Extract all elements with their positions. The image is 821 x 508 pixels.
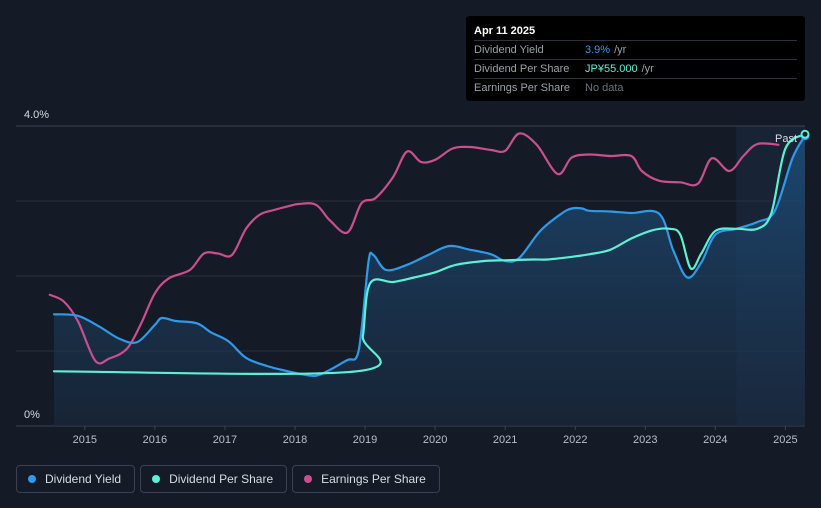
x-tick-label: 2020 xyxy=(423,434,447,446)
x-tick-label: 2024 xyxy=(703,434,727,446)
dividend-yield-area xyxy=(54,135,805,427)
tooltip-row-dividend-per-share: Dividend Per Share JP¥55.000 /yr xyxy=(474,59,797,78)
x-tick-label: 2021 xyxy=(493,434,517,446)
dividend-per-share-line xyxy=(52,133,807,375)
tooltip-unit: /yr xyxy=(641,63,654,75)
x-tick-label: 2015 xyxy=(73,434,97,446)
x-tick-label: 2019 xyxy=(353,434,377,446)
tooltip-label: Dividend Yield xyxy=(474,44,544,56)
legend-label: Dividend Per Share xyxy=(169,472,274,486)
x-tick-label: 2017 xyxy=(213,434,237,446)
tooltip-panel: Apr 11 2025 Dividend Yield 3.9% /yr Divi… xyxy=(466,16,805,101)
tooltip-value: 3.9% xyxy=(585,44,611,56)
x-tick-label: 2022 xyxy=(563,434,587,446)
tooltip-unit: /yr xyxy=(614,44,627,56)
tooltip-row-earnings-per-share: Earnings Per Share No data xyxy=(474,78,797,97)
earnings-per-share-line xyxy=(48,132,780,365)
tooltip-date: Apr 11 2025 xyxy=(474,25,536,37)
y-tick-label: 0% xyxy=(24,409,40,421)
y-tick-label: 4.0% xyxy=(24,109,49,121)
x-tick-label: 2023 xyxy=(633,434,657,446)
tooltip-row-dividend-yield: Dividend Yield 3.9% /yr xyxy=(474,40,797,59)
tooltip-label: Dividend Per Share xyxy=(474,63,570,75)
legend-earnings-per-share[interactable]: Earnings Per Share xyxy=(292,465,440,493)
dividend-yield-line xyxy=(52,134,807,378)
tooltip-value: No data xyxy=(585,82,624,94)
legend-label: Dividend Yield xyxy=(45,472,122,486)
x-tick-label: 2025 xyxy=(773,434,797,446)
dividend-per-share-end-marker xyxy=(800,129,810,139)
legend-dot-icon xyxy=(28,475,36,483)
legend-dot-icon xyxy=(304,475,313,483)
legend-dividend-per-share[interactable]: Dividend Per Share xyxy=(140,465,288,493)
tooltip-value: JP¥55.000 xyxy=(585,63,638,75)
legend-dot-icon xyxy=(152,475,161,483)
tooltip-label: Earnings Per Share xyxy=(474,82,570,94)
x-tick-label: 2018 xyxy=(283,434,307,446)
x-tick-label: 2016 xyxy=(143,434,167,446)
past-label: Past xyxy=(775,133,797,145)
legend-label: Earnings Per Share xyxy=(321,472,426,486)
legend: Dividend Yield Dividend Per Share Earnin… xyxy=(16,465,440,493)
legend-dividend-yield[interactable]: Dividend Yield xyxy=(16,465,136,493)
